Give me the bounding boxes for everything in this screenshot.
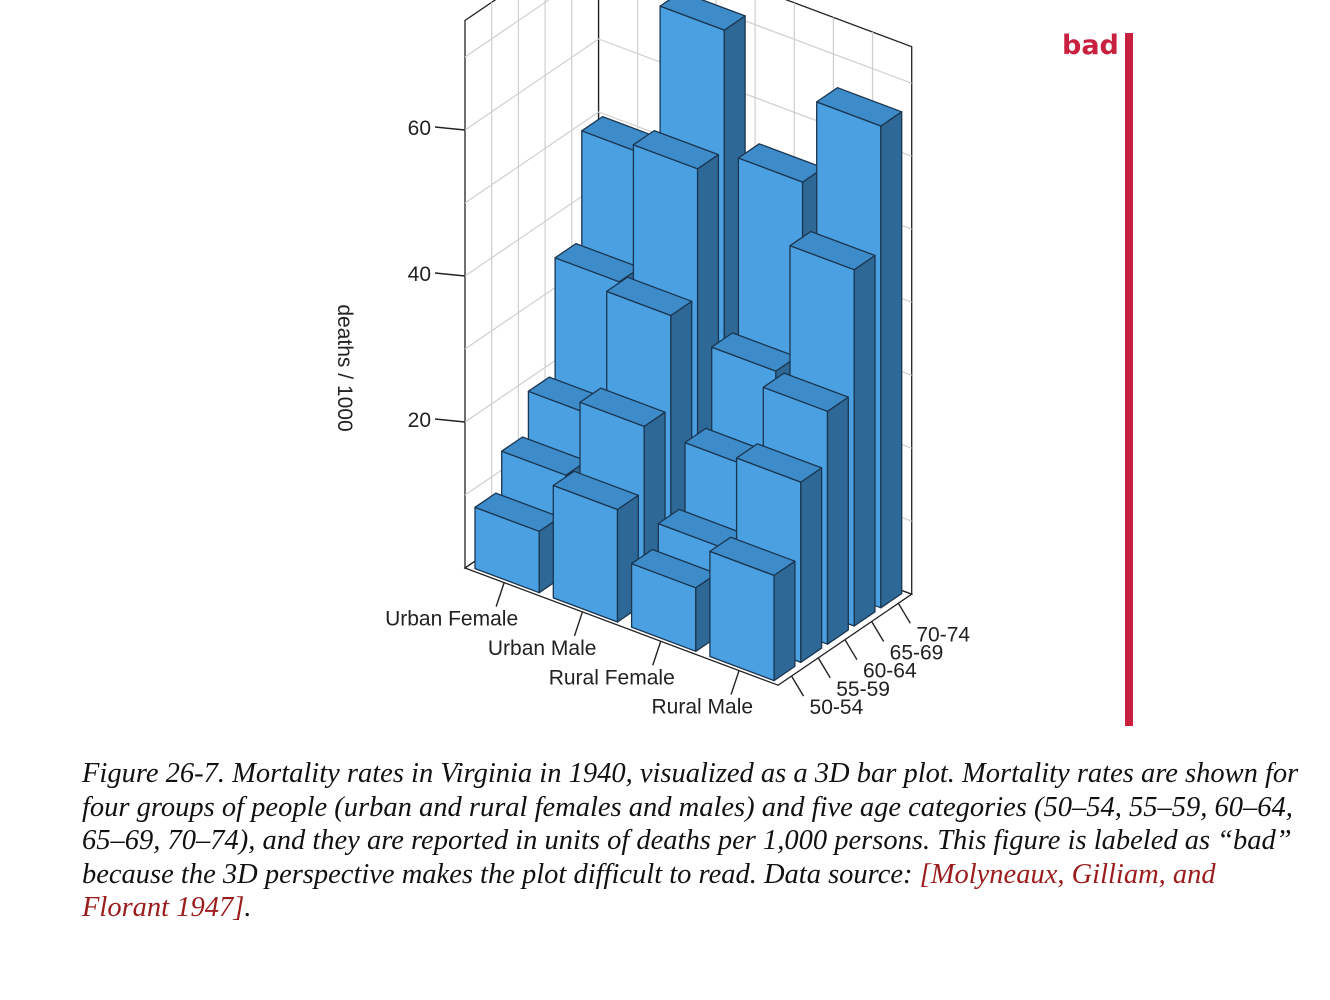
x-tick: [495, 582, 505, 607]
bar-side-face: [773, 560, 796, 682]
x-tick-label: Rural Male: [652, 696, 754, 719]
bar: [709, 536, 796, 682]
bar-top-face: [552, 470, 639, 511]
bar-side-face: [826, 396, 849, 645]
rating-bar: [1125, 33, 1133, 726]
bar-top-face: [816, 87, 903, 127]
bar-top-face: [789, 230, 876, 271]
bar-top-face: [735, 443, 823, 483]
age-tick-label: 70-74: [916, 623, 970, 646]
bar-top-face: [632, 129, 720, 170]
bar-side-face: [853, 254, 876, 627]
chart-axes: 20 40 60 Urban Female Urban Male Rural Female…: [385, 117, 970, 719]
age-tick: [817, 657, 831, 679]
bar-side-face: [880, 111, 903, 609]
bar-top-face: [606, 276, 693, 317]
figure-caption: Figure 26-7. Mortality rates in Virginia…: [82, 757, 1307, 925]
chart-bars: [474, 0, 903, 682]
y-tick: [434, 418, 466, 423]
caption-text: Figure 26-7. Mortality rates in Virginia…: [82, 758, 1299, 890]
age-tick: [871, 621, 885, 642]
bar-top-face: [709, 536, 796, 577]
age-tick-label: 65-69: [890, 642, 944, 665]
age-tick: [790, 675, 805, 697]
bar: [552, 470, 639, 623]
bar-side-face: [800, 467, 823, 664]
rating-label: bad: [1062, 30, 1119, 61]
y-tick: [434, 126, 466, 131]
bar-top-face: [659, 0, 746, 31]
age-tick: [844, 639, 858, 661]
age-tick-label: 50-54: [810, 696, 864, 719]
y-tick: [434, 272, 466, 277]
x-tick: [652, 641, 662, 666]
age-tick-label: 60-64: [863, 660, 917, 683]
y-axis-label: deaths / 1000: [333, 304, 356, 431]
gridline-horizontal: [464, 0, 912, 84]
y-tick-label: 40: [408, 263, 431, 286]
bar-top-face: [762, 372, 849, 412]
y-tick-label: 60: [408, 117, 431, 140]
x-tick: [573, 611, 584, 637]
age-tick-label: 55-59: [836, 678, 890, 701]
y-tick-label: 20: [408, 409, 431, 432]
age-tick: [897, 602, 911, 624]
bar-top-face: [579, 387, 666, 428]
gridline-horizontal: [464, 38, 912, 157]
x-tick-label: Rural Female: [549, 666, 675, 689]
caption-period: .: [244, 892, 252, 924]
x-tick-label: Urban Male: [488, 637, 597, 660]
caption-citation[interactable]: [Molyneaux, Gilliam, and Florant 1947]: [82, 858, 1216, 924]
bar-chart-3d: 20 40 60 Urban Female Urban Male Rural Female…: [333, 0, 970, 719]
x-tick: [730, 670, 740, 695]
x-tick-label: Urban Female: [385, 608, 518, 631]
